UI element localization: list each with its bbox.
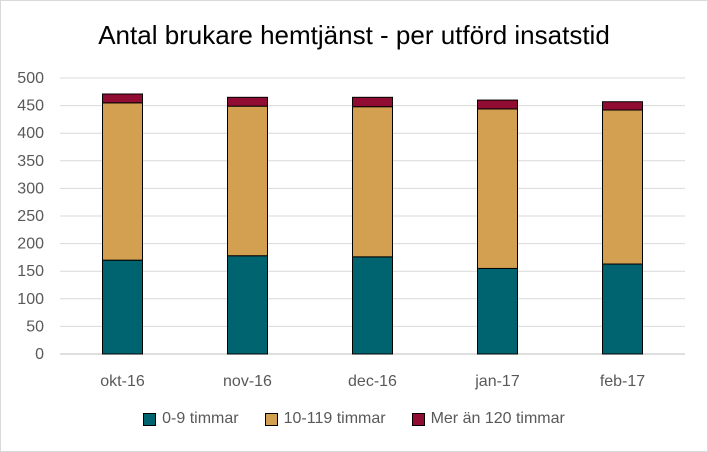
legend-swatch-10-119 [264, 412, 278, 426]
bar-dec-16-series-2 [352, 96, 393, 108]
legend-swatch-0-9 [143, 412, 157, 426]
bar-okt-16-series-0 [102, 259, 143, 355]
y-tick-label: 450 [17, 98, 44, 115]
y-tick-label: 50 [26, 318, 44, 335]
y-tick-label: 0 [35, 346, 44, 363]
bar-feb-17-series-2 [602, 101, 643, 111]
bar-nov-16-series-2 [227, 96, 268, 107]
bar-okt-16-series-2 [102, 93, 143, 104]
bar-feb-17-series-1 [602, 109, 643, 265]
legend-item-10-119: 10-119 timmar [264, 410, 386, 428]
legend-swatch-120-plus [411, 412, 425, 426]
legend-label-0-9: 0-9 timmar [162, 410, 239, 427]
legend-item-120-plus: Mer än 120 timmar [411, 410, 565, 428]
bar-jan-17-series-0 [477, 267, 518, 355]
y-tick-label: 100 [17, 291, 44, 308]
bar-nov-16-series-0 [227, 255, 268, 355]
x-tick-label: nov-16 [223, 373, 272, 390]
y-tick-label: 350 [17, 153, 44, 170]
x-tick-label: feb-17 [600, 373, 645, 390]
bar-dec-16-series-1 [352, 106, 393, 258]
x-tick-label: dec-16 [348, 373, 397, 390]
y-tick-label: 300 [17, 180, 44, 197]
y-tick-label: 250 [17, 208, 44, 225]
y-tick-label: 150 [17, 263, 44, 280]
y-tick-label: 200 [17, 236, 44, 253]
x-tick-label: jan-17 [474, 373, 520, 390]
bar-dec-16-series-0 [352, 256, 393, 355]
legend-label-120-plus: Mer än 120 timmar [430, 410, 565, 427]
bar-nov-16-series-1 [227, 105, 268, 257]
x-tick-label: okt-16 [100, 373, 145, 390]
bar-okt-16-series-1 [102, 102, 143, 261]
y-tick-label: 500 [17, 70, 44, 87]
chart-legend: 0-9 timmar 10-119 timmar Mer än 120 timm… [0, 410, 708, 428]
chart-title: Antal brukare hemtjänst - per utförd ins… [98, 20, 610, 50]
legend-label-10-119: 10-119 timmar [283, 410, 386, 427]
bar-jan-17-series-2 [477, 99, 518, 110]
y-tick-label: 400 [17, 125, 44, 142]
bar-feb-17-series-0 [602, 263, 643, 355]
bar-jan-17-series-1 [477, 108, 518, 269]
legend-item-0-9: 0-9 timmar [143, 410, 239, 428]
